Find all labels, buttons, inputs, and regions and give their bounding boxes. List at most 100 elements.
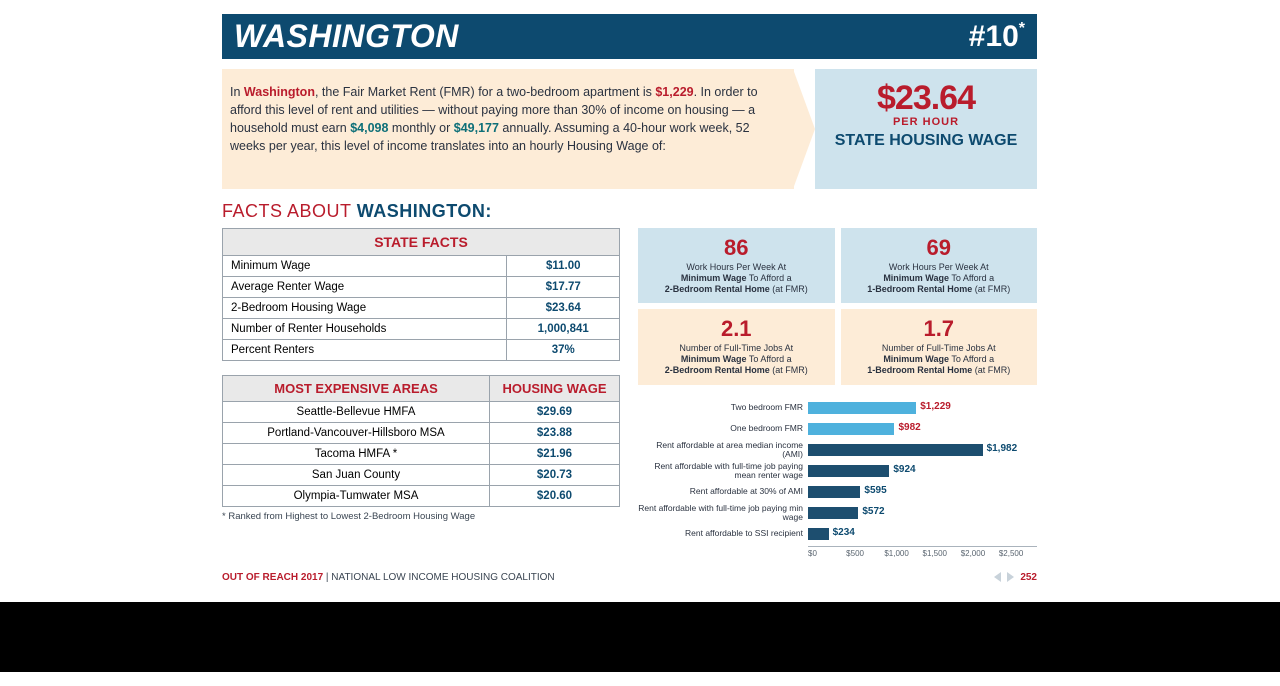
bar-fill	[808, 444, 983, 456]
area-name: Portland-Vancouver-Hillsboro MSA	[223, 423, 490, 444]
facts-title: FACTS ABOUT WASHINGTON:	[222, 201, 1037, 222]
bar-label: Rent affordable to SSI recipient	[638, 529, 808, 538]
bar-label: Rent affordable at area median income (A…	[638, 441, 808, 459]
area-wage: $21.96	[490, 444, 620, 465]
right-column: 86 Work Hours Per Week AtMinimum Wage To…	[638, 228, 1037, 558]
bar-label: Rent affordable at 30% of AMI	[638, 487, 808, 496]
stat-card: 1.7 Number of Full-Time Jobs AtMinimum W…	[841, 309, 1038, 384]
bar-label: Two bedroom FMR	[638, 403, 808, 412]
bar-track: $595	[808, 486, 1037, 498]
bar-value: $234	[833, 527, 855, 538]
area-name: Seattle-Bellevue HMFA	[223, 402, 490, 423]
header-bar: WASHINGTON #10*	[222, 14, 1037, 59]
stat-desc: Work Hours Per Week AtMinimum Wage To Af…	[644, 262, 829, 296]
bar-track: $982	[808, 423, 1037, 435]
bar-value: $982	[898, 422, 920, 433]
areas-col2: HOUSING WAGE	[490, 376, 620, 402]
bar-value: $595	[864, 485, 886, 496]
bar-track: $924	[808, 465, 1037, 477]
chart-bar-row: Two bedroom FMR $1,229	[638, 399, 1037, 417]
table-row: Tacoma HMFA *$21.96	[223, 444, 620, 465]
letterbox-bottom	[0, 602, 1280, 672]
state-name: WASHINGTON	[234, 18, 459, 55]
stat-card: 69 Work Hours Per Week AtMinimum Wage To…	[841, 228, 1038, 303]
fact-value: $11.00	[507, 256, 620, 277]
fact-value: $17.77	[507, 277, 620, 298]
chart-xaxis: $0$500$1,000$1,500$2,000$2,500	[808, 546, 1037, 558]
bar-value: $924	[893, 464, 915, 475]
xaxis-tick: $2,000	[961, 549, 999, 558]
table-row: Average Renter Wage$17.77	[223, 277, 620, 298]
stat-value: 2.1	[644, 315, 829, 343]
pager: 252	[994, 572, 1037, 583]
table-row: Portland-Vancouver-Hillsboro MSA$23.88	[223, 423, 620, 444]
bar-value: $1,229	[920, 401, 951, 412]
fact-value: $23.64	[507, 298, 620, 319]
table-row: San Juan County$20.73	[223, 465, 620, 486]
table-row: Olympia-Tumwater MSA$20.60	[223, 486, 620, 507]
bar-fill	[808, 528, 829, 540]
area-wage: $20.60	[490, 486, 620, 507]
table-row: Percent Renters37%	[223, 340, 620, 361]
table-row: Number of Renter Households1,000,841	[223, 319, 620, 340]
area-name: Olympia-Tumwater MSA	[223, 486, 490, 507]
page-number: 252	[1020, 572, 1037, 583]
rent-bar-chart: Two bedroom FMR $1,229 One bedroom FMR $…	[638, 399, 1037, 558]
table-row: Minimum Wage$11.00	[223, 256, 620, 277]
stat-value: 1.7	[847, 315, 1032, 343]
bar-fill	[808, 402, 916, 414]
chart-bar-row: Rent affordable with full-time job payin…	[638, 504, 1037, 522]
housing-wage-box: $23.64 PER HOUR STATE HOUSING WAGE	[815, 69, 1037, 189]
xaxis-tick: $1,000	[884, 549, 922, 558]
area-wage: $29.69	[490, 402, 620, 423]
chart-bar-row: Rent affordable at 30% of AMI $595	[638, 483, 1037, 501]
area-wage: $20.73	[490, 465, 620, 486]
arrow-separator	[793, 69, 815, 189]
content-row: STATE FACTS Minimum Wage$11.00Average Re…	[222, 228, 1037, 558]
area-wage: $23.88	[490, 423, 620, 444]
stat-card: 86 Work Hours Per Week AtMinimum Wage To…	[638, 228, 835, 303]
fact-label: Average Renter Wage	[223, 277, 507, 298]
bar-fill	[808, 465, 889, 477]
bar-label: Rent affordable with full-time job payin…	[638, 462, 808, 480]
bar-track: $1,982	[808, 444, 1037, 456]
bar-fill	[808, 423, 894, 435]
xaxis-tick: $2,500	[999, 549, 1037, 558]
xaxis-tick: $500	[846, 549, 884, 558]
stat-grid: 86 Work Hours Per Week AtMinimum Wage To…	[638, 228, 1037, 385]
chart-bar-row: One bedroom FMR $982	[638, 420, 1037, 438]
state-facts-header: STATE FACTS	[223, 229, 620, 256]
bar-label: One bedroom FMR	[638, 424, 808, 433]
state-facts-table: STATE FACTS Minimum Wage$11.00Average Re…	[222, 228, 620, 361]
wage-amount: $23.64	[819, 79, 1033, 118]
stat-desc: Number of Full-Time Jobs AtMinimum Wage …	[847, 343, 1032, 377]
bar-fill	[808, 507, 858, 519]
xaxis-tick: $0	[808, 549, 846, 558]
fact-label: Minimum Wage	[223, 256, 507, 277]
bar-label: Rent affordable with full-time job payin…	[638, 504, 808, 522]
xaxis-tick: $1,500	[923, 549, 961, 558]
fact-value: 37%	[507, 340, 620, 361]
table-row: Seattle-Bellevue HMFA$29.69	[223, 402, 620, 423]
bar-fill	[808, 486, 860, 498]
table-row: 2-Bedroom Housing Wage$23.64	[223, 298, 620, 319]
stat-value: 86	[644, 234, 829, 262]
wage-per: PER HOUR	[819, 116, 1033, 128]
chart-bar-row: Rent affordable to SSI recipient $234	[638, 525, 1037, 543]
bar-track: $572	[808, 507, 1037, 519]
fact-label: Percent Renters	[223, 340, 507, 361]
bar-track: $234	[808, 528, 1037, 540]
left-column: STATE FACTS Minimum Wage$11.00Average Re…	[222, 228, 620, 558]
area-name: San Juan County	[223, 465, 490, 486]
pager-prev-icon[interactable]	[994, 572, 1001, 582]
chart-bar-row: Rent affordable with full-time job payin…	[638, 462, 1037, 480]
footer: OUT OF REACH 2017 | NATIONAL LOW INCOME …	[222, 572, 1037, 583]
stat-desc: Number of Full-Time Jobs AtMinimum Wage …	[644, 343, 829, 377]
fact-label: Number of Renter Households	[223, 319, 507, 340]
wage-label: STATE HOUSING WAGE	[819, 132, 1033, 150]
areas-note: * Ranked from Highest to Lowest 2-Bedroo…	[222, 511, 620, 522]
expensive-areas-table: MOST EXPENSIVE AREAS HOUSING WAGE Seattl…	[222, 375, 620, 507]
stat-value: 69	[847, 234, 1032, 262]
pager-next-icon[interactable]	[1007, 572, 1014, 582]
area-name: Tacoma HMFA *	[223, 444, 490, 465]
